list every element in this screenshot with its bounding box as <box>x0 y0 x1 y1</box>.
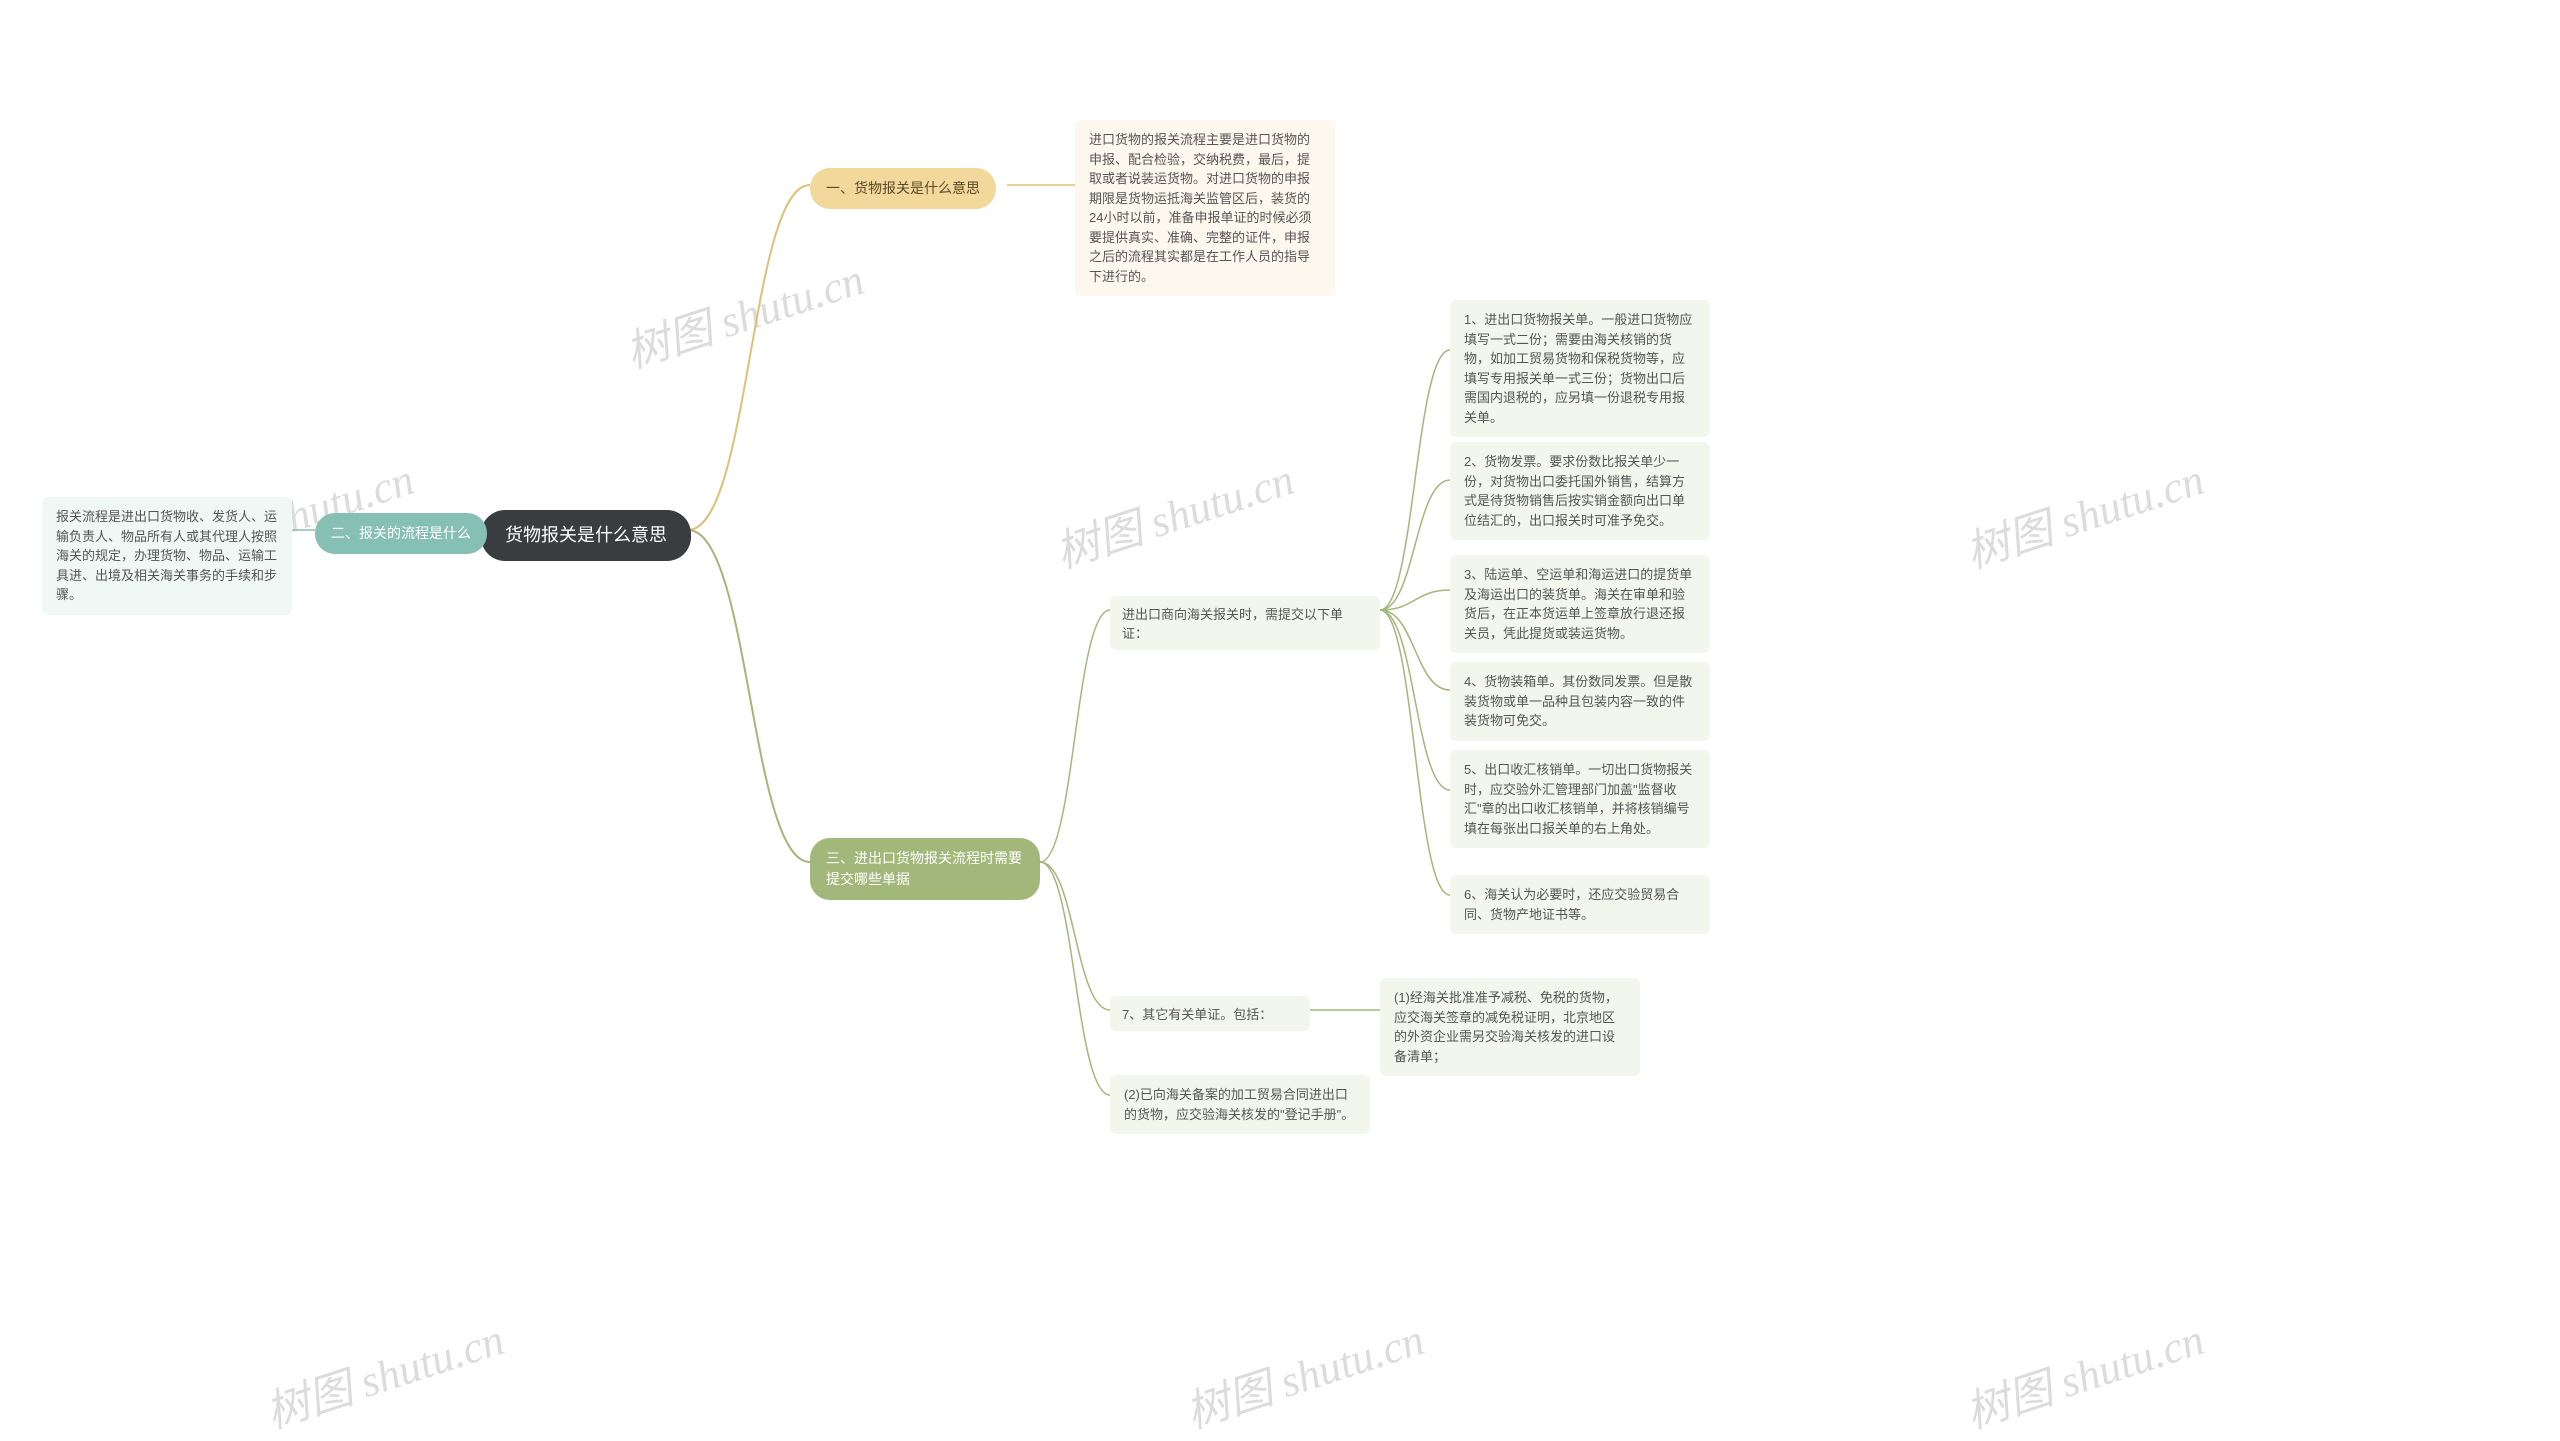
branch-2-leaf: 报关流程是进出口货物收、发货人、运输负责人、物品所有人或其代理人按照海关的规定，… <box>42 497 292 615</box>
watermark: 树图 shutu.cn <box>1956 1303 2211 1440</box>
sub-a-item-6: 6、海关认为必要时，还应交验贸易合同、货物产地证书等。 <box>1450 875 1710 934</box>
watermark: 树图 shutu.cn <box>1956 443 2211 580</box>
watermark: 树图 shutu.cn <box>1046 443 1301 580</box>
sub-a-item-1: 1、进出口货物报关单。一般进口货物应填写一式二份；需要由海关核销的货物，如加工贸… <box>1450 300 1710 437</box>
watermark: 树图 shutu.cn <box>256 1303 511 1440</box>
sub-a-item-5: 5、出口收汇核销单。一切出口货物报关时，应交验外汇管理部门加盖"监督收汇"章的出… <box>1450 750 1710 848</box>
watermark: 树图 shutu.cn <box>616 243 871 380</box>
root-node: 货物报关是什么意思 <box>481 510 691 561</box>
sub-b-item-1: (1)经海关批准准予减税、免税的货物，应交海关签章的减免税证明，北京地区的外资企… <box>1380 978 1640 1076</box>
branch-3-sub-a: 进出口商向海关报关时，需提交以下单证： <box>1110 596 1380 650</box>
watermark: 树图 shutu.cn <box>1176 1303 1431 1440</box>
branch-3: 三、进出口货物报关流程时需要提交哪些单据 <box>810 838 1040 900</box>
sub-a-item-2: 2、货物发票。要求份数比报关单少一份，对货物出口委托国外销售，结算方式是待货物销… <box>1450 442 1710 540</box>
branch-3-sub-b: 7、其它有关单证。包括： <box>1110 996 1310 1031</box>
branch-1-leaf: 进口货物的报关流程主要是进口货物的申报、配合检验，交纳税费，最后，提取或者说装运… <box>1075 120 1335 296</box>
sub-a-item-4: 4、货物装箱单。其份数同发票。但是散装货物或单一品种且包装内容一致的件装货物可免… <box>1450 662 1710 741</box>
branch-2: 二、报关的流程是什么 <box>315 513 487 554</box>
sub-b-item-2: (2)已向海关备案的加工贸易合同进出口的货物，应交验海关核发的"登记手册"。 <box>1110 1075 1370 1134</box>
branch-1: 一、货物报关是什么意思 <box>810 168 996 209</box>
sub-a-item-3: 3、陆运单、空运单和海运进口的提货单及海运出口的装货单。海关在审单和验货后，在正… <box>1450 555 1710 653</box>
